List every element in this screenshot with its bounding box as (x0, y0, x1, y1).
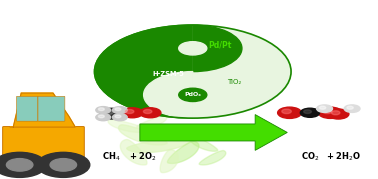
Circle shape (37, 152, 90, 177)
Circle shape (332, 111, 340, 115)
Circle shape (115, 108, 121, 111)
Polygon shape (189, 136, 218, 151)
Circle shape (98, 115, 104, 118)
Circle shape (98, 108, 104, 111)
Text: PdOₓ: PdOₓ (184, 92, 201, 97)
Circle shape (143, 110, 152, 113)
Circle shape (319, 106, 326, 109)
Polygon shape (136, 116, 167, 128)
Circle shape (300, 108, 319, 117)
Wedge shape (193, 25, 291, 118)
Circle shape (96, 107, 110, 114)
Circle shape (96, 114, 110, 121)
Polygon shape (167, 126, 211, 134)
Circle shape (122, 108, 143, 118)
Circle shape (104, 110, 113, 115)
Circle shape (50, 159, 76, 171)
Circle shape (125, 110, 134, 113)
Circle shape (179, 88, 207, 101)
Circle shape (344, 105, 360, 112)
Circle shape (282, 109, 291, 114)
Circle shape (115, 115, 121, 118)
Circle shape (317, 105, 333, 112)
Circle shape (323, 109, 332, 114)
Text: + 2O$_2$: + 2O$_2$ (129, 150, 156, 163)
Circle shape (113, 114, 127, 121)
Polygon shape (199, 151, 226, 165)
Wedge shape (193, 25, 242, 72)
Text: CO$_2$: CO$_2$ (301, 150, 319, 163)
Polygon shape (10, 93, 75, 127)
Text: CH$_4$: CH$_4$ (102, 150, 121, 163)
FancyBboxPatch shape (38, 96, 65, 121)
Polygon shape (108, 120, 148, 132)
Text: + 2H$_2$O: + 2H$_2$O (326, 150, 361, 163)
Circle shape (318, 107, 342, 118)
Circle shape (304, 110, 311, 113)
FancyArrow shape (140, 115, 287, 150)
Polygon shape (119, 125, 167, 145)
Circle shape (113, 107, 127, 114)
Wedge shape (144, 72, 193, 118)
Wedge shape (94, 25, 193, 118)
FancyBboxPatch shape (17, 96, 38, 121)
Circle shape (0, 152, 46, 177)
Text: TiO₂: TiO₂ (227, 79, 241, 85)
FancyBboxPatch shape (3, 127, 84, 162)
Circle shape (347, 106, 353, 109)
Text: H-ZSM-5: H-ZSM-5 (152, 71, 184, 77)
Circle shape (179, 42, 207, 55)
Polygon shape (120, 139, 147, 165)
Polygon shape (127, 137, 191, 153)
Text: Pd/Pt: Pd/Pt (209, 40, 232, 49)
Circle shape (328, 109, 349, 119)
Circle shape (100, 108, 123, 119)
Polygon shape (160, 150, 178, 173)
Circle shape (6, 159, 33, 171)
Polygon shape (167, 141, 199, 163)
Circle shape (140, 108, 161, 118)
Circle shape (277, 107, 301, 118)
